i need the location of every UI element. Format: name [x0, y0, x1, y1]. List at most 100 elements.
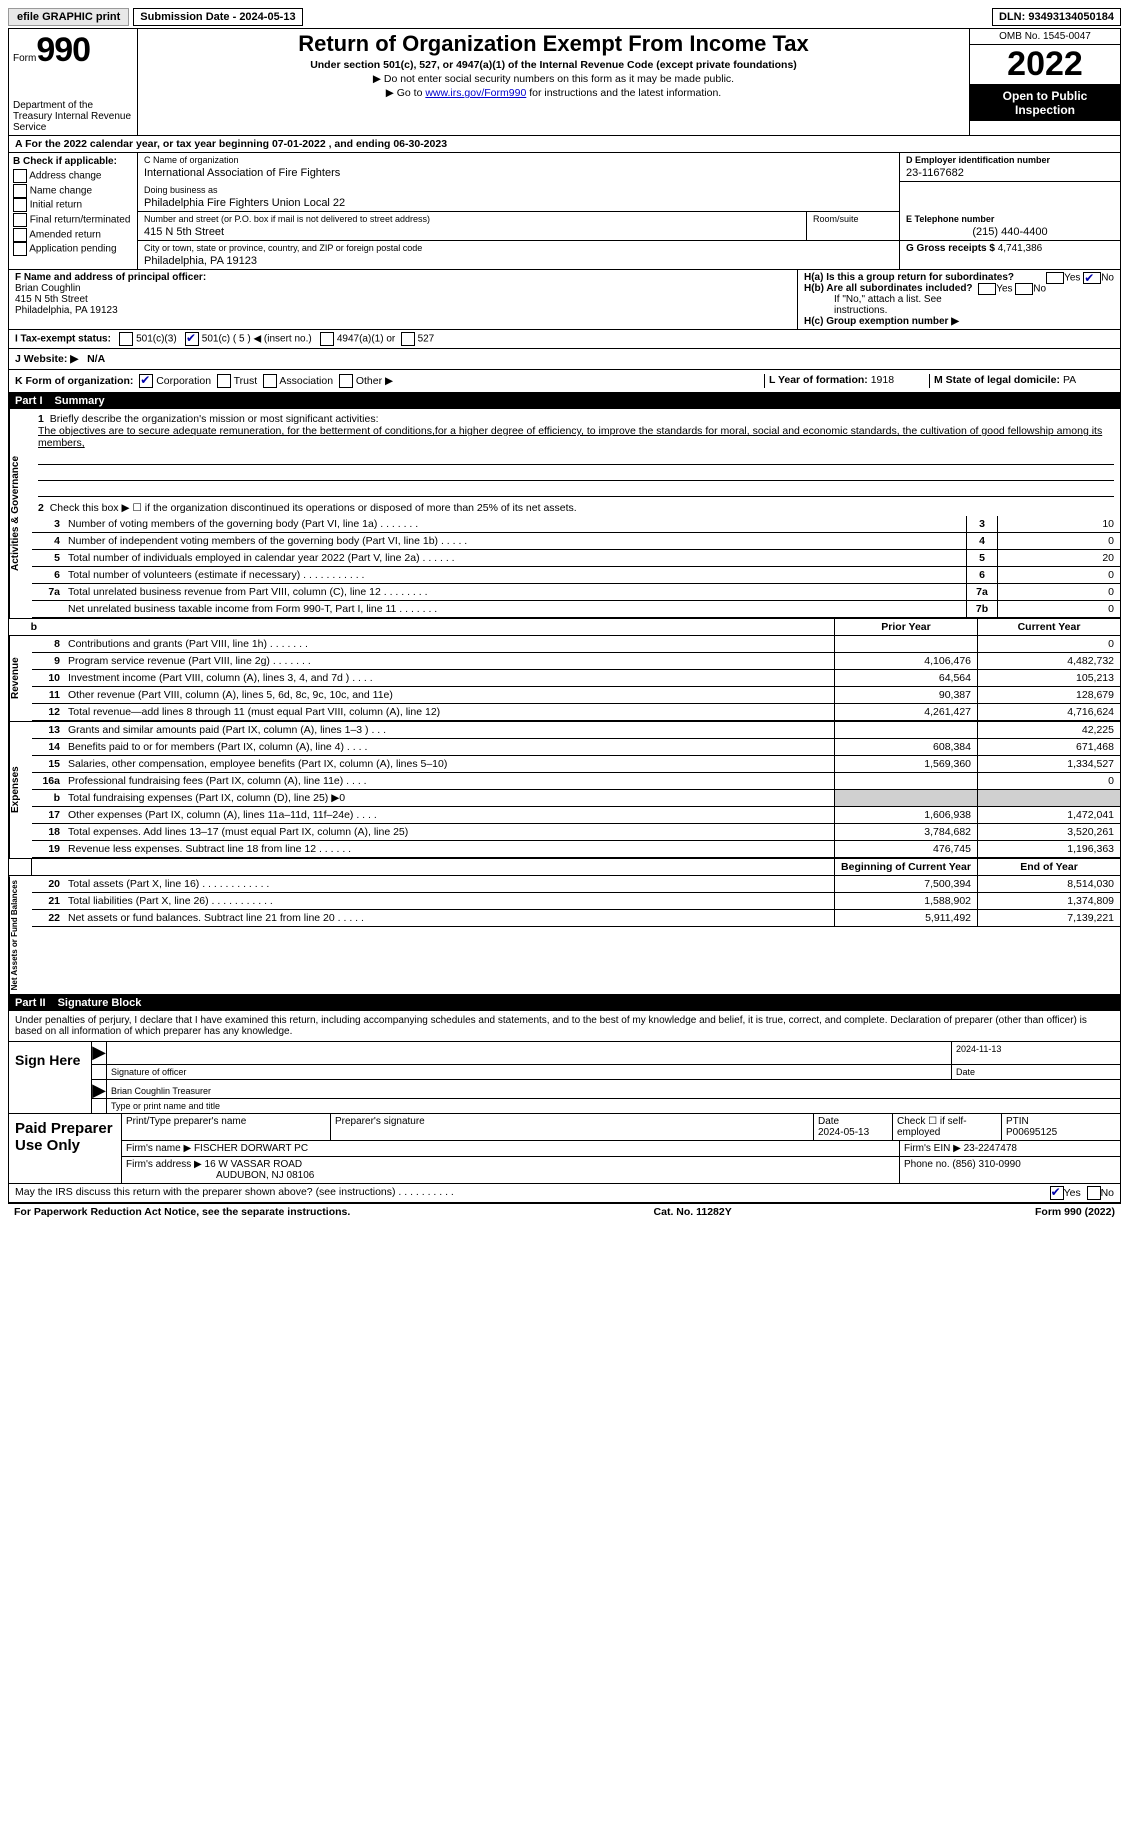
- ein-label: D Employer identification number: [906, 155, 1114, 165]
- efile-print-button[interactable]: efile GRAPHIC print: [8, 8, 129, 26]
- financial-line: 20Total assets (Part X, line 16) . . . .…: [32, 876, 1120, 893]
- h-b-label: H(b) Are all subordinates included?: [804, 283, 973, 294]
- mission-text: The objectives are to secure adequate re…: [38, 425, 1102, 449]
- officer-name: Brian Coughlin: [15, 283, 791, 294]
- assoc-text: Association: [279, 375, 333, 387]
- part2-number: Part II: [15, 997, 46, 1009]
- year-formation-label: L Year of formation:: [769, 374, 868, 386]
- financial-line: 22Net assets or fund balances. Subtract …: [32, 910, 1120, 927]
- no-text-3: No: [1101, 1187, 1114, 1199]
- yes-text-3: Yes: [1064, 1187, 1081, 1199]
- checkbox-item[interactable]: Application pending: [13, 242, 133, 257]
- website-label: J Website: ▶: [15, 353, 78, 365]
- checkbox-item[interactable]: Amended return: [13, 228, 133, 243]
- h-a-label: H(a) Is this a group return for subordin…: [804, 272, 1014, 283]
- sig-officer-label: Signature of officer: [107, 1065, 951, 1079]
- part1-number: Part I: [15, 395, 43, 407]
- officer-addr1: 415 N 5th Street: [15, 294, 791, 305]
- arrow-icon: ▶: [92, 1042, 107, 1064]
- ein-value: 23-1167682: [906, 165, 1114, 179]
- dba-value: Philadelphia Fire Fighters Union Local 2…: [144, 195, 893, 209]
- dln-value: DLN: 93493134050184: [992, 8, 1121, 26]
- trust-checkbox[interactable]: [217, 374, 231, 388]
- checkbox-item[interactable]: Name change: [13, 184, 133, 199]
- preparer-name-label: Print/Type preparer's name: [122, 1114, 331, 1140]
- corp-text: Corporation: [156, 375, 211, 387]
- irs-discuss-question: May the IRS discuss this return with the…: [15, 1186, 454, 1200]
- prior-year-header: Prior Year: [834, 619, 977, 635]
- dba-label: Doing business as: [144, 185, 893, 195]
- row-a-tax-year: A For the 2022 calendar year, or tax yea…: [9, 136, 1120, 153]
- financial-line: 19Revenue less expenses. Subtract line 1…: [32, 841, 1120, 858]
- cat-no: Cat. No. 11282Y: [654, 1206, 732, 1218]
- firm-addr2: AUDUBON, NJ 08106: [126, 1170, 314, 1181]
- assoc-checkbox[interactable]: [263, 374, 277, 388]
- city-value: Philadelphia, PA 19123: [144, 253, 893, 267]
- ha-no-checkbox[interactable]: [1083, 272, 1101, 284]
- financial-line: bTotal fundraising expenses (Part IX, co…: [32, 790, 1120, 807]
- ha-yes-checkbox[interactable]: [1046, 272, 1064, 284]
- tax-status-label: I Tax-exempt status:: [15, 334, 111, 345]
- summary-line: 6Total number of volunteers (estimate if…: [32, 567, 1120, 584]
- checkbox-item[interactable]: Initial return: [13, 198, 133, 213]
- form-990-container: Form990 Department of the Treasury Inter…: [8, 28, 1121, 1204]
- officer-label: F Name and address of principal officer:: [15, 272, 791, 283]
- form-subtitle-2: ▶ Do not enter social security numbers o…: [144, 73, 963, 85]
- summary-line: 4Number of independent voting members of…: [32, 533, 1120, 550]
- hb-no-checkbox[interactable]: [1015, 283, 1033, 295]
- 501c-text: 501(c) ( 5 ) ◀ (insert no.): [202, 334, 312, 345]
- h-b-note: If "No," attach a list. See instructions…: [804, 294, 1114, 316]
- firm-name-label: Firm's name ▶: [126, 1143, 191, 1154]
- checkbox-item[interactable]: Final return/terminated: [13, 213, 133, 228]
- prep-date-label: Date: [818, 1116, 839, 1127]
- sig-date-value: 2024-11-13: [951, 1042, 1120, 1064]
- 501c3-text: 501(c)(3): [136, 334, 177, 345]
- checkbox-item[interactable]: Address change: [13, 169, 133, 184]
- omb-number: OMB No. 1545-0047: [970, 29, 1120, 45]
- street-value: 415 N 5th Street: [144, 224, 800, 238]
- summary-line: 3Number of voting members of the governi…: [32, 516, 1120, 533]
- summary-line: 5Total number of individuals employed in…: [32, 550, 1120, 567]
- financial-line: 11Other revenue (Part VIII, column (A), …: [32, 687, 1120, 704]
- form-number: 990: [36, 31, 90, 69]
- financial-line: 21Total liabilities (Part X, line 26) . …: [32, 893, 1120, 910]
- 501c3-checkbox[interactable]: [119, 332, 133, 346]
- 501c-checkbox[interactable]: [185, 332, 199, 346]
- irs-link[interactable]: www.irs.gov/Form990: [425, 87, 526, 99]
- preparer-signature-label: Preparer's signature: [331, 1114, 814, 1140]
- self-employed-check[interactable]: Check ☐ if self-employed: [893, 1114, 1002, 1140]
- discuss-yes-checkbox[interactable]: [1050, 1186, 1064, 1200]
- corp-checkbox[interactable]: [139, 374, 153, 388]
- trust-text: Trust: [234, 375, 258, 387]
- street-label: Number and street (or P.O. box if mail i…: [144, 214, 800, 224]
- hb-yes-checkbox[interactable]: [978, 283, 996, 295]
- firm-addr-label: Firm's address ▶: [126, 1159, 202, 1170]
- officer-addr2: Philadelphia, PA 19123: [15, 305, 791, 316]
- financial-line: 16aProfessional fundraising fees (Part I…: [32, 773, 1120, 790]
- 527-checkbox[interactable]: [401, 332, 415, 346]
- website-value: N/A: [87, 353, 105, 365]
- ptin-value: P00695125: [1006, 1127, 1057, 1138]
- financial-line: 15Salaries, other compensation, employee…: [32, 756, 1120, 773]
- sig-date-label: Date: [951, 1065, 1120, 1079]
- financial-line: 8Contributions and grants (Part VIII, li…: [32, 636, 1120, 653]
- financial-line: 10Investment income (Part VIII, column (…: [32, 670, 1120, 687]
- gross-value: 4,741,386: [998, 243, 1043, 254]
- 4947-checkbox[interactable]: [320, 332, 334, 346]
- financial-line: 17Other expenses (Part IX, column (A), l…: [32, 807, 1120, 824]
- part1-title: Summary: [55, 395, 105, 407]
- submission-date: Submission Date - 2024-05-13: [133, 8, 302, 26]
- end-year-header: End of Year: [977, 859, 1120, 875]
- form-footer: Form 990 (2022): [1035, 1206, 1115, 1218]
- financial-line: 14Benefits paid to or for members (Part …: [32, 739, 1120, 756]
- form-org-label: K Form of organization:: [15, 375, 133, 387]
- discuss-no-checkbox[interactable]: [1087, 1186, 1101, 1200]
- firm-name-value: FISCHER DORWART PC: [194, 1143, 308, 1154]
- blank-line: [38, 466, 1114, 481]
- financial-line: 9Program service revenue (Part VIII, lin…: [32, 653, 1120, 670]
- other-checkbox[interactable]: [339, 374, 353, 388]
- open-to-public: Open to Public Inspection: [970, 85, 1120, 121]
- row-b-label: b: [9, 619, 41, 635]
- signature-declaration: Under penalties of perjury, I declare th…: [9, 1011, 1120, 1041]
- financial-line: 13Grants and similar amounts paid (Part …: [32, 722, 1120, 739]
